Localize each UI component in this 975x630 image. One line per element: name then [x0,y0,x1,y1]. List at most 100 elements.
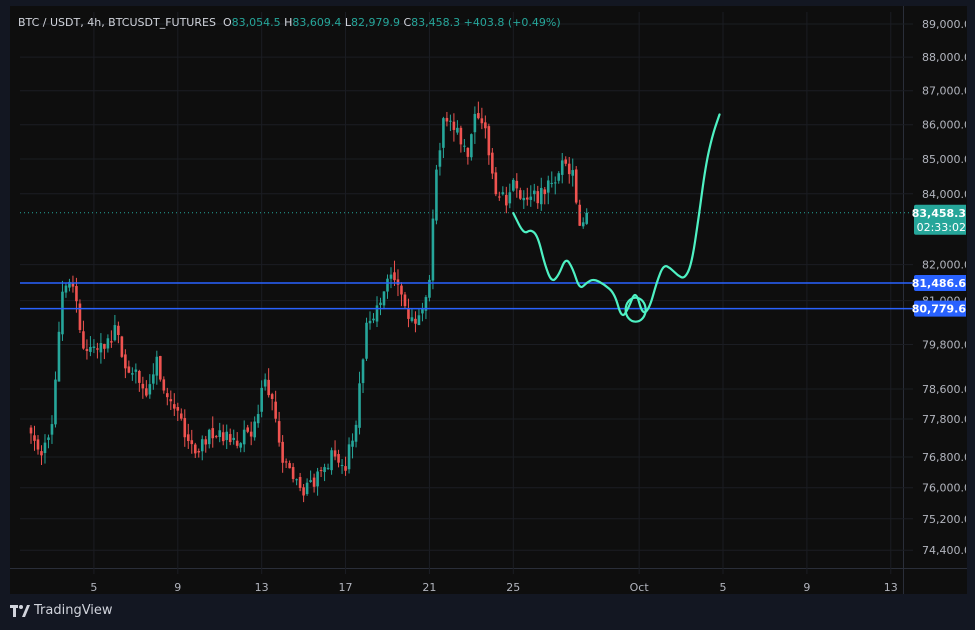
candle-body [145,388,148,396]
symbol-label[interactable]: BTC / USDT, 4h, BTCUSDT_FUTURES [18,16,216,29]
candle-body [239,443,242,448]
y-tick-label: 87,000.0 [922,85,966,98]
candle-body [505,194,508,206]
candle-body [186,434,190,442]
candle-body [99,343,103,353]
candle-body [260,387,263,412]
y-axis-ticks: 89,000.0 88,000.0 87,000.0 86,000.0 85,000.0… [922,18,966,557]
candle-body [389,274,393,279]
candle-body [71,282,75,287]
candle-body [326,467,330,469]
x-tick-label: 5 [720,581,727,594]
candle-body [435,169,438,221]
candle-body [424,297,428,311]
x-tick-label: 13 [884,581,898,594]
candle-body [393,272,396,281]
low-label: L [344,16,351,29]
candle-body [155,356,159,376]
candle-body [463,145,466,147]
candle-body [428,279,431,298]
candle-body [414,318,417,324]
candle-body [305,482,309,495]
change-value: +403.8 (+0.49%) [463,16,561,29]
candle-body [50,424,54,435]
candle-body [29,427,33,434]
candle-body [89,346,92,352]
candle-body [550,182,554,184]
candle-body [152,374,155,384]
candle-body [291,467,295,479]
candle-body [539,187,543,205]
candle-body [162,379,166,391]
candle-body [85,349,89,352]
candle-body [560,160,564,175]
candle-body [567,163,571,175]
candle-body [68,281,71,288]
drawn-projection [512,113,721,323]
candle-body [193,444,197,454]
candle-body [103,343,106,349]
candle-body [211,428,215,439]
y-tick-label: 89,000.0 [922,18,966,31]
candle-body [36,439,40,450]
candle-body [323,467,326,473]
projection-loop [624,296,647,323]
level-2-text: 80,779.6 [912,303,966,316]
candle-body [487,126,491,156]
y-tick-label: 74,400.0 [922,544,966,557]
y-tick-label: 79,800.0 [922,338,966,351]
candle-body [407,308,410,319]
axis-corner [903,568,967,594]
candle-body [340,465,344,467]
candle-body [148,384,152,395]
y-tick-label: 86,000.0 [922,119,966,132]
candle-body [117,325,120,336]
y-tick-label: 82,000.0 [922,259,966,272]
candle-body [302,487,305,496]
candle-body [344,466,347,471]
candle-body [141,383,145,389]
time-axis[interactable] [10,568,903,594]
y-tick-label: 76,000.0 [922,482,966,495]
candle-body [553,182,557,184]
candle-body [351,440,354,447]
candle-body [270,394,274,399]
close-label: C [403,16,412,29]
x-axis-ticks: 5 9 13 17 21 25 Oct 5 9 13 [90,581,897,594]
candle-body [386,278,389,292]
current-price-text: 83,458.3 [912,207,966,220]
candle-body [200,439,204,452]
high-value: 83,609.4 [292,16,342,29]
candle-body [179,413,183,419]
y-tick-label: 78,600.0 [922,383,966,396]
candle-body [78,303,82,330]
candle-body [522,197,526,201]
candle-body [400,285,403,295]
countdown-text: 02:33:02 [917,221,966,234]
candle-body [43,442,47,454]
candle-body [431,218,435,281]
x-tick-label: 25 [506,581,520,594]
candle-body [176,407,180,411]
candle-body [347,444,351,470]
candle-body [298,477,302,488]
candle-body [564,159,568,164]
candle-body [256,414,260,424]
tradingview-logo[interactable]: TradingView [10,603,113,618]
candle-body [459,127,463,145]
candle-body [484,122,487,129]
candle-body [403,294,407,307]
candle-body [396,279,400,285]
chart-pane[interactable] [10,6,903,568]
candle-body [512,179,515,191]
y-tick-label: 88,000.0 [922,51,966,64]
candle-body [190,440,194,445]
candle-body [449,120,452,122]
candle-body [536,191,540,204]
candle-body [382,291,386,306]
y-tick-label: 85,000.0 [922,153,966,166]
chart-canvas: 89,000.0 88,000.0 87,000.0 86,000.0 85,000.0… [20,12,966,594]
candle-body [134,369,138,372]
candle-body [33,435,36,441]
candle-body [288,463,291,469]
